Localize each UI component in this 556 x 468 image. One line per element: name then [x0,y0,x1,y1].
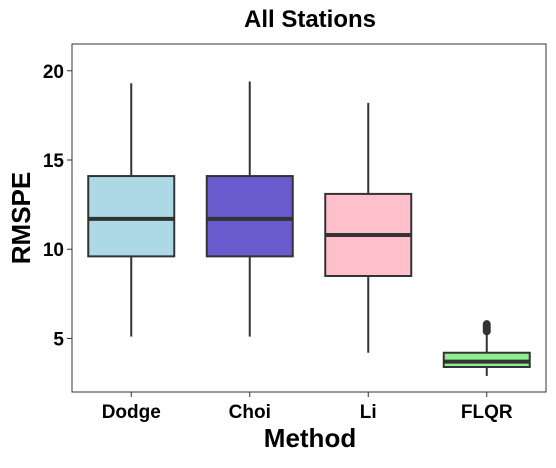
y-tick-label: 5 [53,329,64,350]
iqr-box [205,175,294,258]
y-axis-title: RMSPE [6,172,36,264]
x-axis-title: Method [264,423,356,453]
plot-panel [71,43,547,393]
y-tick-label: 20 [43,62,64,83]
iqr-box [87,175,176,258]
box-dodge [87,83,176,337]
box-li [324,102,413,353]
outlier-point [482,320,491,329]
boxes [87,81,531,376]
y-tick-label: 15 [43,151,65,172]
box-choi [205,81,294,337]
x-tick-label: Li [360,402,377,423]
chart-title: All Stations [244,6,376,33]
box-flqr [442,320,531,376]
y-tick-label: 10 [43,240,64,261]
x-tick-label: FLQR [461,402,513,423]
x-tick-label: Dodge [102,402,161,423]
x-axis: Dodge Choi Li FLQR [102,392,513,423]
x-tick-label: Choi [229,402,271,423]
y-axis: 5 10 15 20 [43,62,72,350]
